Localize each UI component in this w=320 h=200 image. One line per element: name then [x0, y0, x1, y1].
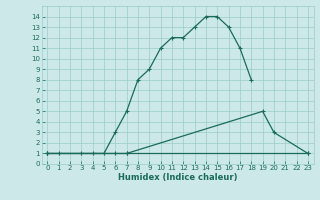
X-axis label: Humidex (Indice chaleur): Humidex (Indice chaleur)	[118, 173, 237, 182]
